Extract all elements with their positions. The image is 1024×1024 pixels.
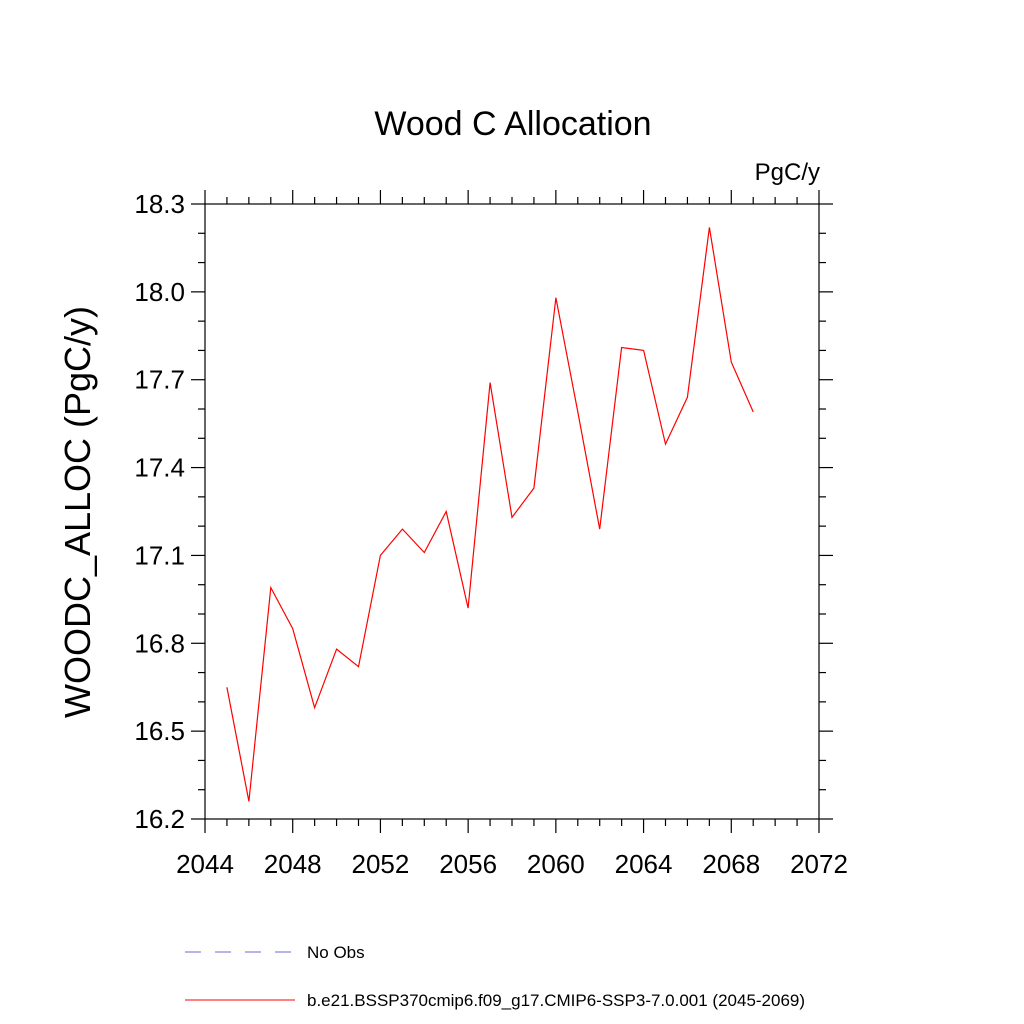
- legend-label: b.e21.BSSP370cmip6.f09_g17.CMIP6-SSP3-7.…: [307, 991, 805, 1010]
- y-tick-label: 16.5: [134, 716, 185, 746]
- chart-title: Wood C Allocation: [374, 105, 651, 143]
- axis-tick-labels: 2044 2048 2052 2056 2060 2064 2068 2072 16.2 16.5…: [134, 189, 848, 879]
- units-label: PgC/y: [755, 159, 820, 186]
- series-line: [226, 227, 754, 802]
- y-tick-label: 17.1: [134, 540, 185, 570]
- x-tick-label: 2048: [264, 849, 322, 879]
- y-tick-label: 18.3: [134, 189, 185, 219]
- y-tick-label: 17.4: [134, 453, 185, 483]
- legend-label: No Obs: [307, 943, 365, 962]
- y-tick-label: 18.0: [134, 277, 185, 307]
- axis-ticks: [191, 190, 833, 833]
- y-tick-label: 16.8: [134, 628, 185, 658]
- series-layer: [226, 227, 754, 802]
- x-tick-label: 2072: [790, 849, 848, 879]
- x-tick-label: 2052: [352, 849, 410, 879]
- x-tick-label: 2064: [615, 849, 673, 879]
- y-tick-label: 16.2: [134, 804, 185, 834]
- x-tick-label: 2044: [176, 849, 234, 879]
- x-tick-label: 2056: [439, 849, 497, 879]
- x-tick-label: 2060: [527, 849, 585, 879]
- y-tick-label: 17.7: [134, 365, 185, 395]
- y-axis-label: WOODC_ALLOC (PgC/y): [57, 306, 98, 718]
- x-tick-label: 2068: [702, 849, 760, 879]
- plot-frame: [204, 203, 820, 820]
- legend: No Obs b.e21.BSSP370cmip6.f09_g17.CMIP6-S…: [185, 943, 805, 1010]
